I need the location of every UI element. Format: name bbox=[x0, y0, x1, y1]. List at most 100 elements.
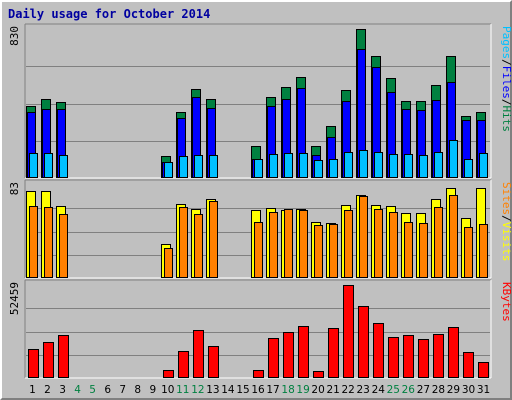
bar-pages-day-21 bbox=[329, 159, 338, 178]
bar-pages-day-22 bbox=[344, 152, 353, 178]
bar-sites-day-2 bbox=[44, 207, 53, 278]
bar-kbytes-day-29 bbox=[448, 327, 459, 378]
day-label-13: 13 bbox=[206, 384, 219, 396]
bar-kbytes-day-23 bbox=[358, 306, 369, 378]
day-label-14: 14 bbox=[221, 384, 235, 396]
bar-sites-day-11 bbox=[179, 207, 188, 278]
day-label-30: 30 bbox=[462, 384, 475, 396]
bar-sites-day-30 bbox=[464, 227, 473, 278]
bar-kbytes-day-25 bbox=[388, 337, 399, 378]
bar-pages-day-29 bbox=[449, 140, 458, 178]
bar-sites-day-20 bbox=[314, 225, 323, 278]
day-label-19: 19 bbox=[296, 384, 309, 396]
bar-kbytes-day-13 bbox=[208, 346, 219, 378]
bar-sites-day-28 bbox=[434, 207, 443, 278]
bar-pages-day-30 bbox=[464, 159, 473, 178]
legend-files: Files bbox=[500, 66, 512, 99]
bar-pages-day-20 bbox=[314, 160, 323, 178]
day-label-3: 3 bbox=[59, 384, 66, 396]
bar-sites-day-19 bbox=[299, 210, 308, 278]
day-label-23: 23 bbox=[357, 384, 370, 396]
day-label-11: 11 bbox=[176, 384, 189, 396]
day-label-12: 12 bbox=[191, 384, 204, 396]
day-label-5: 5 bbox=[89, 384, 96, 396]
y-max-label: 830 bbox=[8, 26, 21, 46]
legend-separator: / bbox=[500, 215, 512, 222]
bar-kbytes-day-12 bbox=[193, 330, 204, 378]
bar-kbytes-day-10 bbox=[163, 370, 174, 378]
day-label-20: 20 bbox=[311, 384, 324, 396]
bar-sites-day-21 bbox=[329, 224, 338, 278]
bar-sites-day-18 bbox=[284, 209, 293, 278]
bar-pages-day-26 bbox=[404, 154, 413, 178]
bar-kbytes-day-27 bbox=[418, 339, 429, 378]
bar-pages-day-19 bbox=[299, 153, 308, 178]
panel-kbytes: 52459 KBytes bbox=[8, 279, 512, 379]
bar-pages-day-18 bbox=[284, 153, 293, 178]
bar-kbytes-day-11 bbox=[178, 351, 189, 378]
day-label-7: 7 bbox=[119, 384, 126, 396]
bar-kbytes-day-19 bbox=[298, 326, 309, 378]
bar-sites-day-22 bbox=[344, 210, 353, 278]
panel-hits-files-pages: 830 Pages/Files/Hits bbox=[8, 23, 512, 179]
bar-pages-day-11 bbox=[179, 156, 188, 178]
bar-kbytes-day-3 bbox=[58, 335, 69, 378]
day-label-6: 6 bbox=[104, 384, 111, 396]
day-label-17: 17 bbox=[266, 384, 279, 396]
day-label-18: 18 bbox=[281, 384, 294, 396]
bar-pages-day-27 bbox=[419, 155, 428, 178]
bar-pages-day-2 bbox=[44, 153, 53, 178]
bar-sites-day-29 bbox=[449, 195, 458, 278]
day-label-21: 21 bbox=[327, 384, 340, 396]
legend-kbytes: KBytes bbox=[500, 282, 512, 322]
bar-sites-day-13 bbox=[209, 201, 218, 278]
bar-kbytes-day-26 bbox=[403, 335, 414, 378]
legend-visits: Visits bbox=[500, 222, 512, 262]
bar-sites-day-12 bbox=[194, 214, 203, 278]
bar-pages-day-16 bbox=[254, 159, 263, 178]
bar-pages-day-31 bbox=[479, 153, 488, 178]
bar-sites-day-25 bbox=[389, 212, 398, 278]
legend-sites: Sites bbox=[500, 182, 512, 215]
day-label-22: 22 bbox=[342, 384, 355, 396]
bar-sites-day-16 bbox=[254, 222, 263, 278]
bar-kbytes-day-1 bbox=[28, 349, 39, 378]
bar-pages-day-3 bbox=[59, 155, 68, 178]
y-max-label: 52459 bbox=[8, 282, 21, 315]
day-label-31: 31 bbox=[477, 384, 490, 396]
bar-kbytes-day-20 bbox=[313, 371, 324, 378]
day-label-16: 16 bbox=[251, 384, 265, 396]
bar-sites-day-1 bbox=[29, 206, 38, 278]
bar-pages-day-12 bbox=[194, 155, 203, 178]
bar-pages-day-1 bbox=[29, 153, 38, 178]
day-label-15: 15 bbox=[236, 384, 249, 396]
day-label-25: 25 bbox=[387, 384, 400, 396]
bar-kbytes-day-30 bbox=[463, 352, 474, 378]
day-label-28: 28 bbox=[432, 384, 445, 396]
panel-visits-sites: 83 Sites/Visits bbox=[8, 179, 512, 279]
day-label-4: 4 bbox=[74, 384, 81, 396]
bar-sites-day-31 bbox=[479, 224, 488, 278]
bar-sites-day-23 bbox=[359, 196, 368, 278]
bar-pages-day-24 bbox=[374, 152, 383, 178]
bar-sites-day-27 bbox=[419, 223, 428, 278]
day-label-24: 24 bbox=[372, 384, 386, 396]
bar-kbytes-day-31 bbox=[478, 362, 489, 378]
bar-pages-day-23 bbox=[359, 150, 368, 178]
day-label-8: 8 bbox=[134, 384, 141, 396]
legend-pages: Pages bbox=[500, 26, 512, 59]
bar-sites-day-26 bbox=[404, 222, 413, 278]
bar-kbytes-day-28 bbox=[433, 334, 444, 378]
bar-sites-day-3 bbox=[59, 214, 68, 278]
day-label-29: 29 bbox=[447, 384, 460, 396]
bar-kbytes-day-21 bbox=[328, 328, 339, 378]
day-label-1: 1 bbox=[29, 384, 36, 396]
day-label-26: 26 bbox=[402, 384, 416, 396]
bar-kbytes-day-22 bbox=[343, 285, 354, 378]
chart-title: Daily usage for October 2014 bbox=[8, 7, 210, 21]
bar-pages-day-25 bbox=[389, 154, 398, 178]
bar-sites-day-24 bbox=[374, 209, 383, 278]
bar-kbytes-day-16 bbox=[253, 370, 264, 378]
bar-kbytes-day-17 bbox=[268, 338, 279, 378]
